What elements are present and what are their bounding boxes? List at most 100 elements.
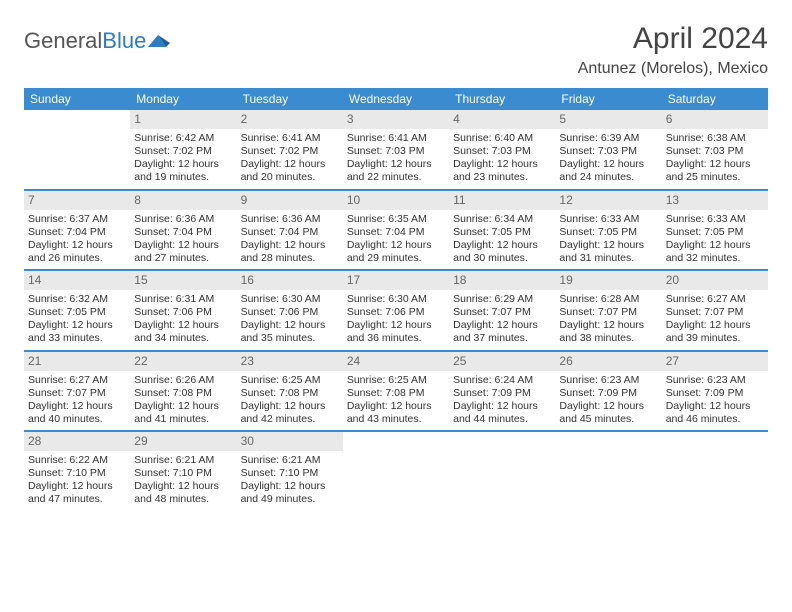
sunrise-text: Sunrise: 6:27 AM	[666, 293, 764, 306]
calendar-page: GeneralBlue April 2024 Antunez (Morelos)…	[0, 0, 792, 523]
daylight-text: Daylight: 12 hours and 49 minutes.	[241, 480, 339, 506]
day-number: 29	[130, 432, 236, 451]
daylight-text: Daylight: 12 hours and 25 minutes.	[666, 158, 764, 184]
sunset-text: Sunset: 7:09 PM	[559, 387, 657, 400]
sunset-text: Sunset: 7:04 PM	[28, 226, 126, 239]
daylight-text: Daylight: 12 hours and 44 minutes.	[453, 400, 551, 426]
sunset-text: Sunset: 7:02 PM	[241, 145, 339, 158]
sunrise-text: Sunrise: 6:40 AM	[453, 132, 551, 145]
calendar-day: 22Sunrise: 6:26 AMSunset: 7:08 PMDayligh…	[130, 352, 236, 431]
weekday-header: Thursday	[449, 88, 555, 110]
sunset-text: Sunset: 7:10 PM	[241, 467, 339, 480]
sunrise-text: Sunrise: 6:33 AM	[559, 213, 657, 226]
day-number: 10	[343, 191, 449, 210]
day-number: 12	[555, 191, 661, 210]
sunrise-text: Sunrise: 6:30 AM	[241, 293, 339, 306]
sunset-text: Sunset: 7:07 PM	[559, 306, 657, 319]
calendar-day: 20Sunrise: 6:27 AMSunset: 7:07 PMDayligh…	[662, 271, 768, 350]
daylight-text: Daylight: 12 hours and 27 minutes.	[134, 239, 232, 265]
location-label: Antunez (Morelos), Mexico	[578, 60, 768, 78]
sunrise-text: Sunrise: 6:22 AM	[28, 454, 126, 467]
day-number: 9	[237, 191, 343, 210]
day-number: 16	[237, 271, 343, 290]
sunrise-text: Sunrise: 6:35 AM	[347, 213, 445, 226]
sunset-text: Sunset: 7:05 PM	[453, 226, 551, 239]
calendar-day	[449, 432, 555, 511]
day-number: 5	[555, 110, 661, 129]
sunset-text: Sunset: 7:05 PM	[666, 226, 764, 239]
sunset-text: Sunset: 7:04 PM	[241, 226, 339, 239]
sunrise-text: Sunrise: 6:23 AM	[666, 374, 764, 387]
sunrise-text: Sunrise: 6:39 AM	[559, 132, 657, 145]
calendar-day: 19Sunrise: 6:28 AMSunset: 7:07 PMDayligh…	[555, 271, 661, 350]
calendar-week: 21Sunrise: 6:27 AMSunset: 7:07 PMDayligh…	[24, 352, 768, 433]
day-number: 4	[449, 110, 555, 129]
calendar-day: 25Sunrise: 6:24 AMSunset: 7:09 PMDayligh…	[449, 352, 555, 431]
sunrise-text: Sunrise: 6:36 AM	[241, 213, 339, 226]
sunrise-text: Sunrise: 6:21 AM	[134, 454, 232, 467]
calendar-day: 8Sunrise: 6:36 AMSunset: 7:04 PMDaylight…	[130, 191, 236, 270]
calendar-day: 30Sunrise: 6:21 AMSunset: 7:10 PMDayligh…	[237, 432, 343, 511]
calendar-day	[555, 432, 661, 511]
daylight-text: Daylight: 12 hours and 45 minutes.	[559, 400, 657, 426]
daylight-text: Daylight: 12 hours and 24 minutes.	[559, 158, 657, 184]
sunset-text: Sunset: 7:04 PM	[347, 226, 445, 239]
daylight-text: Daylight: 12 hours and 20 minutes.	[241, 158, 339, 184]
daylight-text: Daylight: 12 hours and 23 minutes.	[453, 158, 551, 184]
daylight-text: Daylight: 12 hours and 31 minutes.	[559, 239, 657, 265]
sunrise-text: Sunrise: 6:24 AM	[453, 374, 551, 387]
day-number: 28	[24, 432, 130, 451]
calendar-day: 26 Sunrise: 6:23 AMSunset: 7:09 PMDayligh…	[555, 352, 661, 431]
calendar-day: 16Sunrise: 6:30 AMSunset: 7:06 PMDayligh…	[237, 271, 343, 350]
day-number: 24	[343, 352, 449, 371]
title-block: April 2024 Antunez (Morelos), Mexico	[578, 22, 768, 78]
brand-logo: GeneralBlue	[24, 22, 170, 54]
sunset-text: Sunset: 7:08 PM	[134, 387, 232, 400]
day-number: 17	[343, 271, 449, 290]
calendar-day	[343, 432, 449, 511]
month-title: April 2024	[578, 22, 768, 56]
sunset-text: Sunset: 7:08 PM	[347, 387, 445, 400]
daylight-text: Daylight: 12 hours and 35 minutes.	[241, 319, 339, 345]
brand-part1: General	[24, 28, 102, 54]
daylight-text: Daylight: 12 hours and 42 minutes.	[241, 400, 339, 426]
daylight-text: Daylight: 12 hours and 46 minutes.	[666, 400, 764, 426]
day-number: 7	[24, 191, 130, 210]
daylight-text: Daylight: 12 hours and 29 minutes.	[347, 239, 445, 265]
sunrise-text: Sunrise: 6:26 AM	[134, 374, 232, 387]
calendar-day: 6Sunrise: 6:38 AMSunset: 7:03 PMDaylight…	[662, 110, 768, 189]
calendar-day: 7Sunrise: 6:37 AMSunset: 7:04 PMDaylight…	[24, 191, 130, 270]
sunset-text: Sunset: 7:05 PM	[559, 226, 657, 239]
day-number: 26	[555, 352, 661, 371]
day-number: 20	[662, 271, 768, 290]
sunrise-text: Sunrise: 6:23 AM	[559, 374, 657, 387]
sunrise-text: Sunrise: 6:29 AM	[453, 293, 551, 306]
calendar-day: 9 Sunrise: 6:36 AMSunset: 7:04 PMDaylight…	[237, 191, 343, 270]
daylight-text: Daylight: 12 hours and 28 minutes.	[241, 239, 339, 265]
day-number: 30	[237, 432, 343, 451]
sunset-text: Sunset: 7:09 PM	[666, 387, 764, 400]
sunrise-text: Sunrise: 6:28 AM	[559, 293, 657, 306]
weekday-header: Sunday	[24, 88, 130, 110]
sunrise-text: Sunrise: 6:41 AM	[347, 132, 445, 145]
sunset-text: Sunset: 7:06 PM	[347, 306, 445, 319]
calendar-day: 10 Sunrise: 6:35 AMSunset: 7:04 PMDayligh…	[343, 191, 449, 270]
day-number: 18	[449, 271, 555, 290]
daylight-text: Daylight: 12 hours and 37 minutes.	[453, 319, 551, 345]
sunrise-text: Sunrise: 6:33 AM	[666, 213, 764, 226]
brand-triangle-icon	[148, 33, 170, 49]
weekday-header: Saturday	[662, 88, 768, 110]
sunrise-text: Sunrise: 6:31 AM	[134, 293, 232, 306]
sunset-text: Sunset: 7:04 PM	[134, 226, 232, 239]
calendar-week: 7Sunrise: 6:37 AMSunset: 7:04 PMDaylight…	[24, 191, 768, 272]
daylight-text: Daylight: 12 hours and 19 minutes.	[134, 158, 232, 184]
sunrise-text: Sunrise: 6:34 AM	[453, 213, 551, 226]
sunrise-text: Sunrise: 6:37 AM	[28, 213, 126, 226]
calendar-day: 2Sunrise: 6:41 AMSunset: 7:02 PMDaylight…	[237, 110, 343, 189]
day-number: 3	[343, 110, 449, 129]
daylight-text: Daylight: 12 hours and 36 minutes.	[347, 319, 445, 345]
sunset-text: Sunset: 7:10 PM	[28, 467, 126, 480]
calendar-day: 12 Sunrise: 6:33 AMSunset: 7:05 PMDayligh…	[555, 191, 661, 270]
sunset-text: Sunset: 7:03 PM	[453, 145, 551, 158]
sunset-text: Sunset: 7:03 PM	[666, 145, 764, 158]
